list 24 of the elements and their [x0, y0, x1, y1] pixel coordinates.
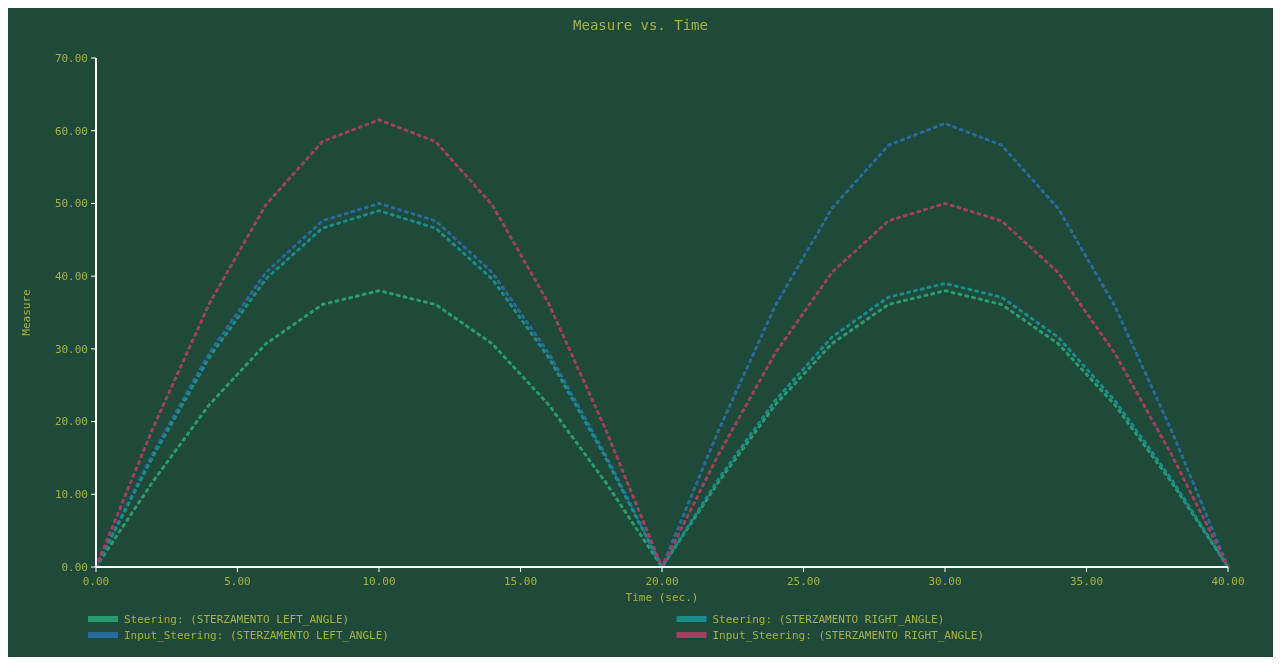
- x-tick-label: 30.00: [928, 575, 962, 588]
- legend-label: Input_Steering: (STERZAMENTO RIGHT_ANGLE): [712, 628, 985, 642]
- y-tick-label: 0.00: [61, 560, 88, 574]
- x-tick-label: 15.00: [503, 575, 538, 588]
- y-axis-title: Measure: [20, 289, 33, 336]
- x-tick-label: 5.00: [224, 575, 251, 588]
- x-tick-label: 10.00: [362, 575, 396, 588]
- y-tick-label: 50.00: [54, 197, 88, 211]
- y-tick-label: 20.00: [54, 415, 88, 429]
- y-tick-label: 10.00: [54, 488, 88, 502]
- x-tick-label: 35.00: [1069, 575, 1104, 588]
- y-tick-label: 40.00: [54, 269, 88, 283]
- x-tick-label: 40.00: [1211, 575, 1245, 588]
- legend-label: Input_Steering: (STERZAMENTO LEFT_ANGLE): [124, 628, 389, 642]
- x-tick-label: 20.00: [645, 575, 679, 588]
- x-axis-title: Time (sec.): [625, 591, 699, 604]
- y-tick-label: 70.00: [54, 51, 88, 65]
- x-tick-label: 0.00: [82, 575, 110, 588]
- legend-label: Steering: (STERZAMENTO RIGHT_ANGLE): [712, 612, 945, 626]
- y-tick-label: 30.00: [54, 342, 88, 356]
- legend-label: Steering: (STERZAMENTO LEFT_ANGLE): [124, 612, 350, 626]
- x-tick-label: 25.00: [786, 575, 821, 588]
- chart-title: Measure vs. Time: [573, 17, 708, 33]
- y-tick-label: 60.00: [54, 124, 88, 138]
